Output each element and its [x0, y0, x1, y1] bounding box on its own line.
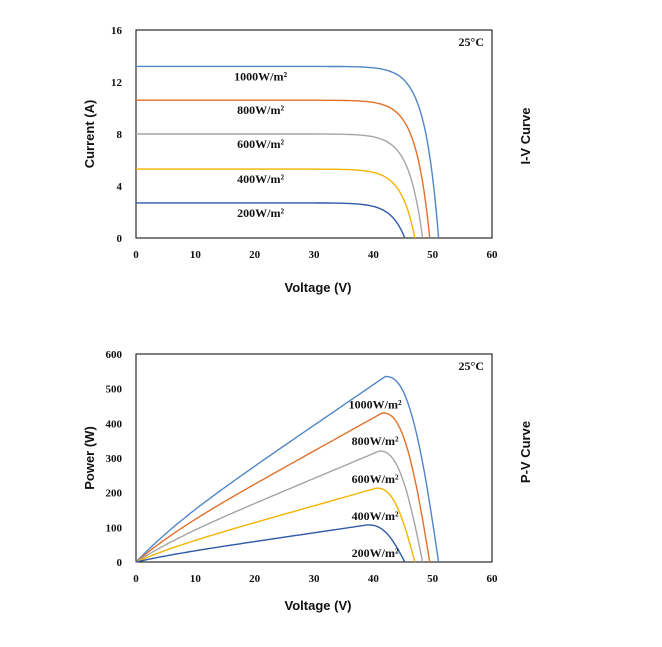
- iv-x-tick-label: 0: [133, 249, 139, 261]
- pv-series-group: [135, 375, 440, 563]
- pv-y-tick-label: 0: [117, 557, 123, 569]
- pv-series-label: 400W/m²: [352, 509, 399, 523]
- pv-series-line: [135, 375, 440, 563]
- iv-x-ticks: 0 10 20 30 40 50 60: [133, 249, 498, 261]
- iv-y-tick-label: 0: [117, 233, 123, 245]
- pv-x-tick-label: 30: [309, 573, 321, 585]
- pv-series-label: 200W/m²: [352, 546, 399, 560]
- pv-series-line: [135, 450, 424, 563]
- iv-x-tick-label: 30: [309, 249, 321, 261]
- pv-series-label: 800W/m²: [352, 434, 399, 448]
- iv-series-line: [136, 99, 431, 239]
- iv-series-label: 400W/m²: [237, 172, 284, 186]
- iv-x-tick-label: 40: [368, 249, 380, 261]
- pv-y-axis-title: Power (W): [82, 426, 97, 490]
- pv-y-tick-label: 400: [106, 418, 123, 430]
- pv-x-tick-label: 10: [190, 573, 202, 585]
- pv-y-tick-label: 100: [106, 522, 123, 534]
- pv-x-tick-label: 50: [427, 573, 439, 585]
- pv-series-label: 600W/m²: [352, 472, 399, 486]
- iv-x-axis-title: Voltage (V): [285, 280, 352, 295]
- pv-y-ticks: 0 100 200 300 400 500 600: [106, 349, 123, 569]
- pv-series-label: 1000W/m²: [349, 398, 402, 412]
- iv-curve-title: I-V Curve: [518, 107, 533, 164]
- pv-x-tick-label: 60: [487, 573, 499, 585]
- iv-series-line: [136, 168, 416, 239]
- pv-y-tick-label: 500: [106, 384, 123, 396]
- iv-series-group: [136, 65, 440, 239]
- pv-temperature-label: 25°C: [459, 359, 484, 373]
- iv-y-tick-label: 8: [117, 129, 123, 141]
- iv-series-line: [136, 133, 424, 239]
- iv-y-tick-label: 16: [111, 25, 123, 37]
- pv-y-tick-label: 200: [106, 488, 123, 500]
- pv-x-tick-label: 40: [368, 573, 380, 585]
- pv-y-tick-label: 300: [106, 453, 123, 465]
- iv-y-ticks: 0 4 8 12 16: [111, 25, 123, 245]
- iv-series-label: 600W/m²: [237, 137, 284, 151]
- iv-y-tick-label: 4: [117, 181, 123, 193]
- iv-series-labels: 1000W/m² 800W/m² 600W/m² 400W/m² 200W/m²: [234, 69, 287, 220]
- pv-x-tick-label: 20: [249, 573, 261, 585]
- pv-series-line: [135, 524, 406, 563]
- iv-y-axis-title: Current (A): [82, 100, 97, 169]
- pv-plot-frame: [135, 353, 493, 563]
- pv-x-ticks: 0 10 20 30 40 50 60: [133, 573, 498, 585]
- iv-series-label: 200W/m²: [237, 206, 284, 220]
- pv-curve-title: P-V Curve: [518, 421, 533, 483]
- pv-x-axis-title: Voltage (V): [285, 598, 352, 613]
- pv-x-tick-label: 0: [133, 573, 139, 585]
- pv-chart: 0 100 200 300 400 500 600 0 10 20 30 40 50 60 1000W/…: [82, 349, 533, 613]
- iv-x-tick-label: 10: [190, 249, 202, 261]
- iv-series-line: [136, 202, 406, 239]
- pv-series-labels: 1000W/m² 800W/m² 600W/m² 400W/m² 200W/m²: [349, 398, 402, 560]
- iv-x-tick-label: 20: [249, 249, 261, 261]
- iv-chart: 0 4 8 12 16 0 10 20 30 40 50 60 1000W/m² 800W/m² 600…: [82, 25, 533, 295]
- iv-series-label: 1000W/m²: [234, 69, 287, 83]
- iv-x-tick-label: 50: [427, 249, 439, 261]
- pv-series-line: [135, 487, 416, 563]
- iv-series-line: [136, 65, 440, 239]
- iv-series-label: 800W/m²: [237, 103, 284, 117]
- pv-series-line: [135, 412, 431, 563]
- iv-y-tick-label: 12: [111, 77, 123, 89]
- iv-x-tick-label: 60: [487, 249, 499, 261]
- pv-y-tick-label: 600: [106, 349, 123, 361]
- iv-temperature-label: 25°C: [459, 35, 484, 49]
